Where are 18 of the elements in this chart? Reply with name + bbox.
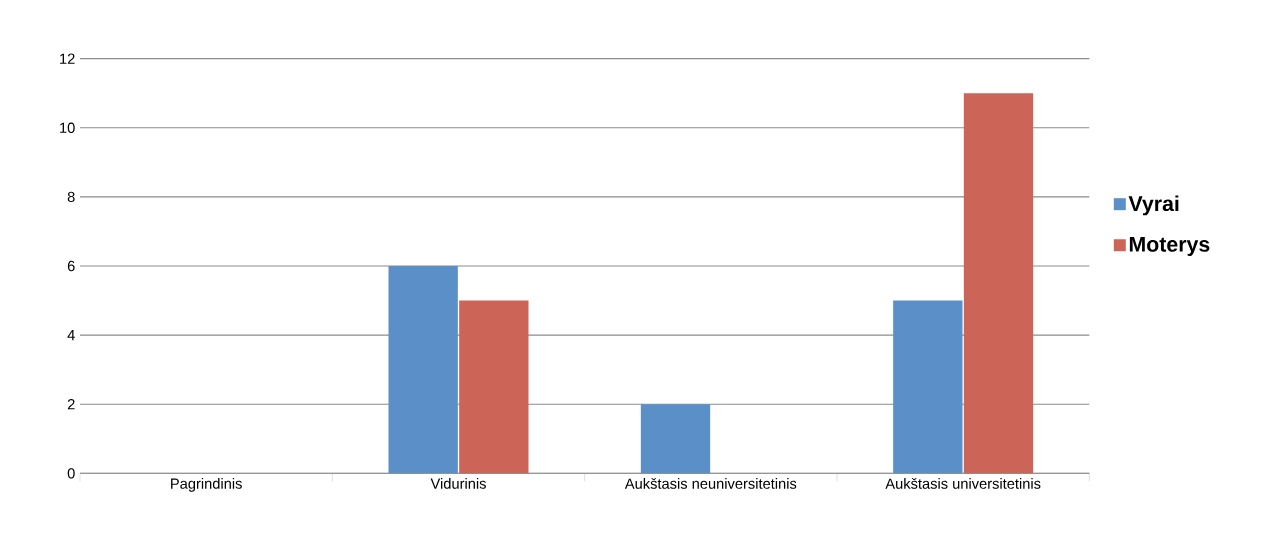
bar (893, 300, 963, 474)
y-tick-label: 10 (60, 122, 75, 134)
bar (388, 266, 458, 474)
y-tick-label: 2 (67, 399, 75, 410)
x-tick-label: Vidurinis (430, 478, 486, 489)
legend-label: Moterys (1129, 237, 1210, 257)
x-tick-label: Aukštasis universitetinis (885, 478, 1041, 490)
legend-label: Vyrai (1128, 195, 1179, 216)
y-tick-label: 12 (60, 53, 75, 64)
y-tick-label: 0 (67, 468, 75, 479)
y-tick-label: 6 (67, 260, 75, 272)
bar (963, 93, 1034, 474)
bar (640, 404, 711, 474)
x-tick-label: Pagrindinis (171, 478, 242, 492)
y-tick-label: 4 (67, 330, 75, 341)
x-tick-label: Aukštasis neuniversitetinis (624, 478, 797, 490)
bar (459, 300, 529, 474)
y-tick-label: 8 (67, 191, 75, 203)
